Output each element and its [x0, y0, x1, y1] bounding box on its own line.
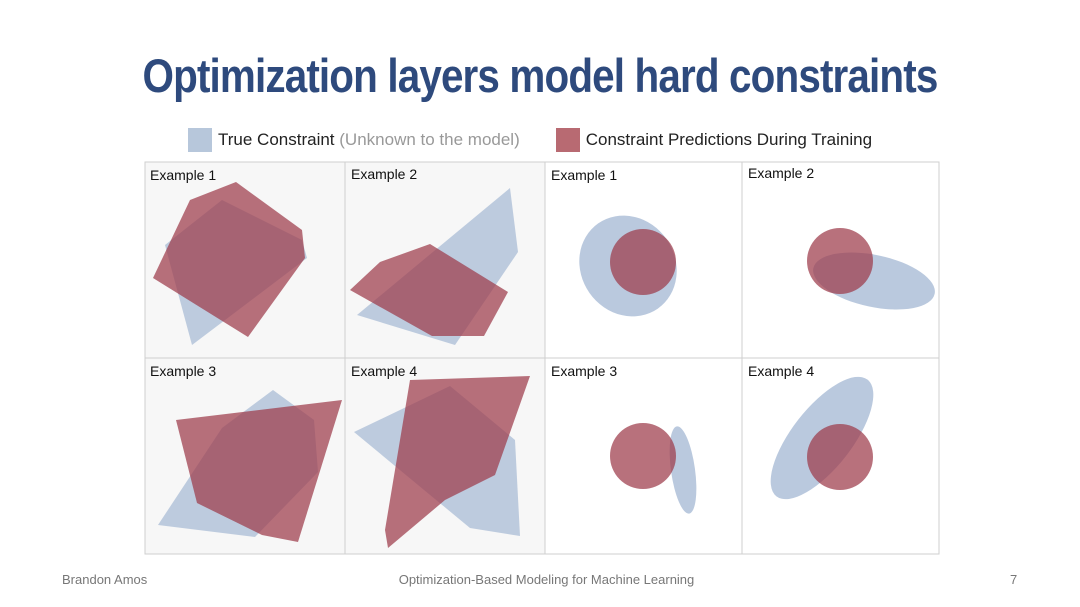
- ellipse-label-4: Example 4: [748, 363, 814, 379]
- predicted-circle-1: [610, 229, 676, 295]
- ellipse-label-2: Example 2: [748, 165, 814, 181]
- predicted-polytope-3: [176, 400, 342, 542]
- predicted-polytope-4: [385, 376, 530, 548]
- ellipse-label-3: Example 3: [551, 363, 617, 379]
- predicted-polytope-2: [350, 244, 508, 336]
- predicted-circle-4: [807, 424, 873, 490]
- footer-author: Brandon Amos: [62, 572, 148, 587]
- polytope-label-4: Example 4: [351, 363, 417, 379]
- polytope-label-1: Example 1: [150, 167, 216, 183]
- footer-page-number: 7: [1010, 572, 1018, 587]
- prediction-swatch: [555, 128, 580, 152]
- slide-title: Optimization layers model hard constrain…: [142, 49, 939, 102]
- true-ellipse-3: [669, 426, 697, 514]
- legend: True Constraint (Unknown to the model) C…: [188, 128, 872, 152]
- predicted-circle-2: [807, 228, 873, 294]
- polytope-label-2: Example 2: [351, 166, 417, 182]
- true-constraint-swatch: [188, 128, 212, 152]
- footer-talk-title: Optimization-Based Modeling for Machine …: [398, 572, 695, 587]
- polytope-label-3: Example 3: [150, 363, 216, 379]
- prediction-label: Constraint Predictions During Training: [585, 130, 873, 149]
- predicted-circle-3: [610, 423, 676, 489]
- ellipse-label-1: Example 1: [551, 167, 617, 183]
- predicted-polytope-1: [153, 182, 305, 337]
- true-constraint-label: True Constraint: [218, 130, 335, 149]
- true-constraint-note: (Unknown to the model): [339, 130, 520, 149]
